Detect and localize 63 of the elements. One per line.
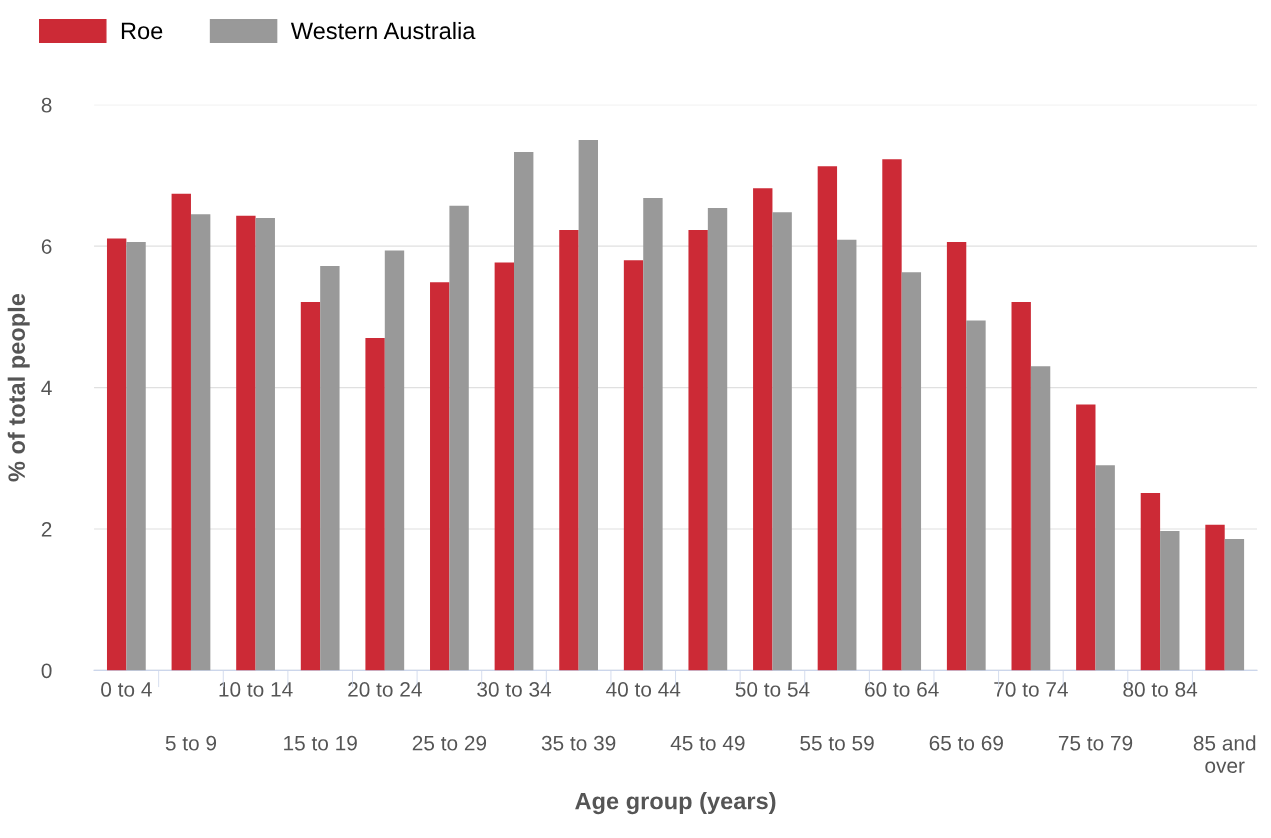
x-tick-label: 50 to 54: [735, 682, 810, 697]
bar: [966, 320, 986, 671]
x-tick-label: 85 and over: [1193, 735, 1256, 773]
bar: [320, 265, 340, 671]
y-axis-title: % of total people: [7, 293, 30, 482]
x-tick-label: 25 to 29: [412, 735, 487, 751]
bar: [384, 250, 405, 671]
bar: [1224, 538, 1245, 671]
x-tick-label: 20 to 24: [348, 682, 422, 697]
bar: [707, 207, 728, 671]
x-tick-label: 0 to 4: [101, 682, 152, 697]
bar: [688, 229, 708, 671]
bar: [882, 159, 902, 671]
x-tick-label: 65 to 69: [929, 735, 1003, 751]
y-tick-label: 2: [41, 521, 52, 537]
bar: [190, 214, 211, 671]
bar: [1030, 366, 1051, 671]
bar: [365, 338, 385, 671]
x-tick-label: 40 to 44: [606, 682, 681, 697]
bar: [1076, 404, 1096, 671]
x-tick-label: 55 to 59: [800, 735, 874, 751]
bar: [1140, 492, 1161, 671]
bar: [106, 238, 127, 671]
bar: [1160, 531, 1180, 671]
bar: [837, 239, 857, 671]
x-tick-label: 75 to 79: [1058, 735, 1133, 751]
bar: [126, 241, 146, 671]
x-tick-label: 15 to 19: [284, 735, 357, 751]
x-tick-label: 5 to 9: [165, 735, 217, 751]
y-tick-label: 0: [41, 663, 52, 679]
x-axis-title: Age group (years): [575, 792, 776, 815]
bar: [430, 282, 450, 671]
bar: [300, 302, 321, 671]
x-tick-label: 30 to 34: [477, 682, 552, 697]
y-tick-label: 4: [41, 380, 52, 396]
bar: [946, 241, 967, 671]
bar: [449, 205, 469, 671]
bar: [578, 140, 599, 671]
x-tick-label: 70 to 74: [994, 682, 1068, 697]
x-tick-label: 80 to 84: [1123, 682, 1198, 697]
legend-label: Roe: [121, 22, 163, 40]
bar: [236, 215, 256, 671]
bar: [1095, 465, 1115, 671]
bar: [559, 229, 579, 671]
bar: [623, 260, 644, 671]
legend-label: Western Australia: [290, 21, 476, 40]
bar: [753, 188, 773, 671]
x-tick-label: 60 to 64: [865, 682, 939, 697]
x-tick-label: 45 to 49: [670, 735, 745, 751]
x-tick-label: 10 to 14: [219, 682, 293, 697]
y-tick-label: 8: [41, 97, 52, 113]
bar: [171, 193, 191, 671]
bar: [255, 217, 275, 671]
bar: [494, 262, 515, 671]
bar: [1205, 524, 1225, 671]
bar: [1011, 302, 1031, 671]
bar: [514, 152, 534, 671]
x-tick-label: 35 to 39: [541, 735, 616, 751]
bar: [772, 212, 792, 671]
y-tick-label: 6: [41, 239, 52, 254]
bar: [643, 198, 663, 671]
bar: [817, 166, 838, 671]
bar: [901, 272, 922, 671]
